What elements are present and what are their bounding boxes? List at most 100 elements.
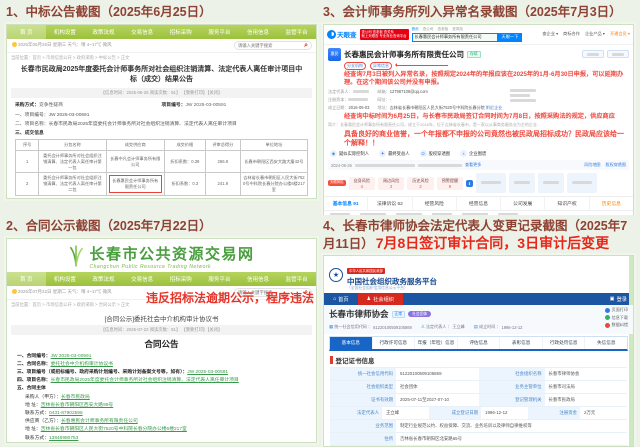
contract-no-link[interactable]: JW 2025-03-00591 bbox=[50, 353, 92, 359]
nav-item[interactable]: 服务平台 bbox=[208, 29, 231, 36]
search-icon[interactable]: ⌕ bbox=[304, 288, 308, 296]
gov-header: ★ 中华人民共和国民政部 中国社会组织政务服务平台 （全国社会组织信用信息公示平… bbox=[324, 256, 633, 293]
tab-penalty[interactable]: 行政处罚信息 bbox=[541, 337, 585, 350]
blurred-text bbox=[510, 98, 537, 102]
blurred-text bbox=[462, 213, 488, 215]
feature-beneficiary[interactable]: ✦ 最终受益人 bbox=[379, 150, 410, 157]
search-box[interactable]: ⌕ bbox=[234, 287, 312, 297]
correct-action[interactable]: 数据纠错 bbox=[604, 322, 628, 328]
tab-history[interactable]: 历史信息 bbox=[588, 197, 633, 210]
risk-pill-blur[interactable] bbox=[509, 173, 536, 193]
nav-item[interactable]: 信用信息 bbox=[247, 276, 270, 283]
party-a-link[interactable]: 长春市民政局 bbox=[60, 394, 90, 400]
follow-button[interactable] bbox=[607, 50, 629, 59]
contract-name-link[interactable]: 委托社会中介机构审计协议书 bbox=[50, 361, 113, 367]
link-enterprise[interactable]: 查企业 ▾ bbox=[542, 31, 559, 37]
risk-pill-blur[interactable] bbox=[567, 173, 598, 193]
feature-equity[interactable]: ⊙ 股权穿透图 bbox=[419, 150, 451, 157]
tab-license[interactable]: 行政许可信息 bbox=[371, 337, 415, 350]
search-input[interactable] bbox=[238, 42, 305, 48]
feature-controller[interactable]: ◈ 疑似实际控制人 bbox=[330, 150, 370, 157]
nav-item[interactable]: 政策法规 bbox=[92, 276, 115, 283]
risk-pill-history[interactable]: 历史风险 2 bbox=[407, 176, 434, 190]
risk-pill-alert[interactable]: 预警提醒 9 bbox=[436, 176, 464, 190]
nav-item[interactable]: 招标采购 bbox=[169, 29, 192, 36]
party-a-tel: 联系方式：0431-87902596 bbox=[25, 410, 83, 416]
red-note-2a: 经查询中标时间为6月25日，与长春市民政局签订合同时间为7月8日，按照采购法的规… bbox=[344, 112, 615, 120]
risk-pill-blur[interactable] bbox=[476, 173, 507, 193]
risk-map-link[interactable]: 风险地图 bbox=[584, 162, 601, 167]
company-search-input[interactable] bbox=[411, 32, 498, 42]
nav-item[interactable]: 监管平台 bbox=[285, 29, 308, 36]
blurred-text bbox=[572, 181, 593, 185]
tianyancha-logo[interactable]: 天眼查 bbox=[327, 29, 357, 39]
risk-pill-self[interactable]: 自身风险 4 bbox=[348, 176, 375, 190]
tab-operating-info[interactable]: 经营信息 bbox=[455, 197, 500, 210]
tab-operating-risk[interactable]: 经营风险 bbox=[411, 197, 456, 210]
nav-item[interactable]: 招标采购 bbox=[169, 276, 192, 283]
nav-item[interactable]: 交易信息 bbox=[131, 29, 154, 36]
link-trademark[interactable]: 商标合作 bbox=[563, 31, 580, 37]
feature-graph[interactable]: ♁ 企业图谱 bbox=[460, 150, 487, 157]
risk-pill-peripheral[interactable]: 周边风险 2 bbox=[377, 176, 405, 190]
line-project-name: 二、项目名称：长春市民政局2025年度委托会计师事务所对社会组织注销清算、法定代… bbox=[15, 121, 237, 127]
search-input[interactable] bbox=[238, 289, 305, 295]
nav-item[interactable]: 交易信息 bbox=[131, 276, 154, 283]
search-button[interactable]: 天眼一下 bbox=[497, 32, 523, 42]
risk-pill-blur[interactable] bbox=[538, 173, 565, 193]
nav-item-home[interactable]: 首 页 bbox=[7, 24, 46, 39]
equity-chart-link[interactable]: 股权穿透图 bbox=[605, 162, 626, 167]
link-products[interactable]: 企业产品 ▾ bbox=[584, 31, 605, 37]
see-more-link[interactable]: 查看更多 bbox=[464, 162, 482, 167]
party-a-tel-link[interactable]: 0431-87902596 bbox=[49, 410, 83, 416]
tab-basic-info[interactable]: 基本信息 91 bbox=[332, 202, 359, 207]
nav-item[interactable]: 信用信息 bbox=[247, 29, 270, 36]
capital-row: 注册资本： bbox=[328, 97, 369, 103]
search-tab[interactable]: 查公司 bbox=[422, 26, 434, 31]
q2-navbar: 首 页 机构设置 政策法规 交易信息 招标采购 服务平台 信用信息 监管平台 bbox=[7, 271, 316, 286]
red-annotation-overlay: 违反招标法逾期公示，程序违法 bbox=[145, 290, 314, 305]
nav-home[interactable]: ⌂ 首页 bbox=[333, 296, 349, 303]
party-a-address-link[interactable]: 吉林省长春市朝阳区西安大路99号 bbox=[40, 402, 114, 408]
nav-social-org[interactable]: ♟ 社会组织 bbox=[357, 293, 403, 306]
tab-ip[interactable]: 知识产权 bbox=[544, 197, 588, 210]
tab-commendation[interactable]: 表彰信息 bbox=[499, 337, 542, 350]
search-tab[interactable]: 查风险 bbox=[452, 26, 464, 31]
award-table-header-row: 序号 分包名称 成交供应商 成交价格 评审总得分 单位地址 bbox=[14, 138, 309, 151]
project-name-link[interactable]: 长春市民政局2025年度委托会计师事务所对社会组织注销清算、法定代表人离任审计项… bbox=[50, 378, 239, 384]
print-action[interactable]: 页面打印 bbox=[604, 307, 628, 313]
search-tab[interactable]: 首页 bbox=[411, 26, 419, 31]
tab-legal[interactable]: 法律诉讼 62 bbox=[367, 197, 411, 210]
tab-development[interactable]: 公司发展 bbox=[500, 197, 544, 210]
download-action[interactable]: 信息下载 bbox=[604, 315, 628, 321]
nav-item[interactable]: 机构设置 bbox=[53, 276, 76, 283]
vip-link[interactable]: 开通会员 ▾ bbox=[609, 31, 630, 37]
search-tab[interactable]: 查老板 bbox=[437, 26, 449, 31]
monitor-button[interactable] bbox=[582, 50, 604, 59]
tab-basic[interactable]: 基本信息 bbox=[330, 337, 372, 350]
party-b-tel-link[interactable]: 13846980753 bbox=[49, 435, 79, 441]
nav-item-home[interactable]: 首 页 bbox=[7, 271, 46, 286]
abnormal-link[interactable]: 异常信息 bbox=[370, 61, 392, 70]
field-label: 登记管理机关 bbox=[478, 394, 545, 407]
search-box[interactable]: ⌕ bbox=[234, 40, 312, 50]
q3-heading: 3、会计师事务所列入异常名录截图（2025年7月3日） bbox=[323, 5, 622, 19]
branch-link[interactable]: 分支机构 bbox=[344, 61, 366, 70]
nav-item[interactable]: 监管平台 bbox=[285, 276, 308, 283]
project-no-link[interactable]: JW 2025-03-00591 bbox=[187, 370, 229, 375]
nav-item[interactable]: 政策法规 bbox=[92, 29, 115, 36]
user-icon: ▣ bbox=[609, 296, 615, 303]
party-b-address-link[interactable]: 吉林省长春市朝阳区人民大街7520号中科院长春分院办公楼6楼217室 bbox=[40, 427, 187, 433]
login-button[interactable]: ▣ 登录 bbox=[609, 296, 627, 303]
nav-item[interactable]: 机构设置 bbox=[53, 29, 76, 36]
nav-item[interactable]: 服务平台 bbox=[208, 276, 231, 283]
tab-assessment[interactable]: 评估信息 bbox=[456, 337, 500, 350]
party-b-link[interactable]: 长春惠民会计师事务所有限责任公司 bbox=[60, 419, 138, 425]
cell-supplier-highlighted: 长春惠民会计师事务所有限责任公司 bbox=[105, 172, 165, 197]
tab-annual-report[interactable]: 年报（年检）信息 bbox=[414, 337, 457, 350]
blurred-text bbox=[587, 52, 599, 56]
tab-dishonesty[interactable]: 失信信息 bbox=[584, 337, 627, 350]
nearby-link[interactable]: 附近企业 bbox=[485, 104, 503, 110]
project-name-line: 四、项目名称：长春市民政局2025年度委托会计师事务所对社会组织注销清算、法定代… bbox=[17, 378, 239, 384]
search-icon[interactable]: ⌕ bbox=[304, 41, 308, 49]
